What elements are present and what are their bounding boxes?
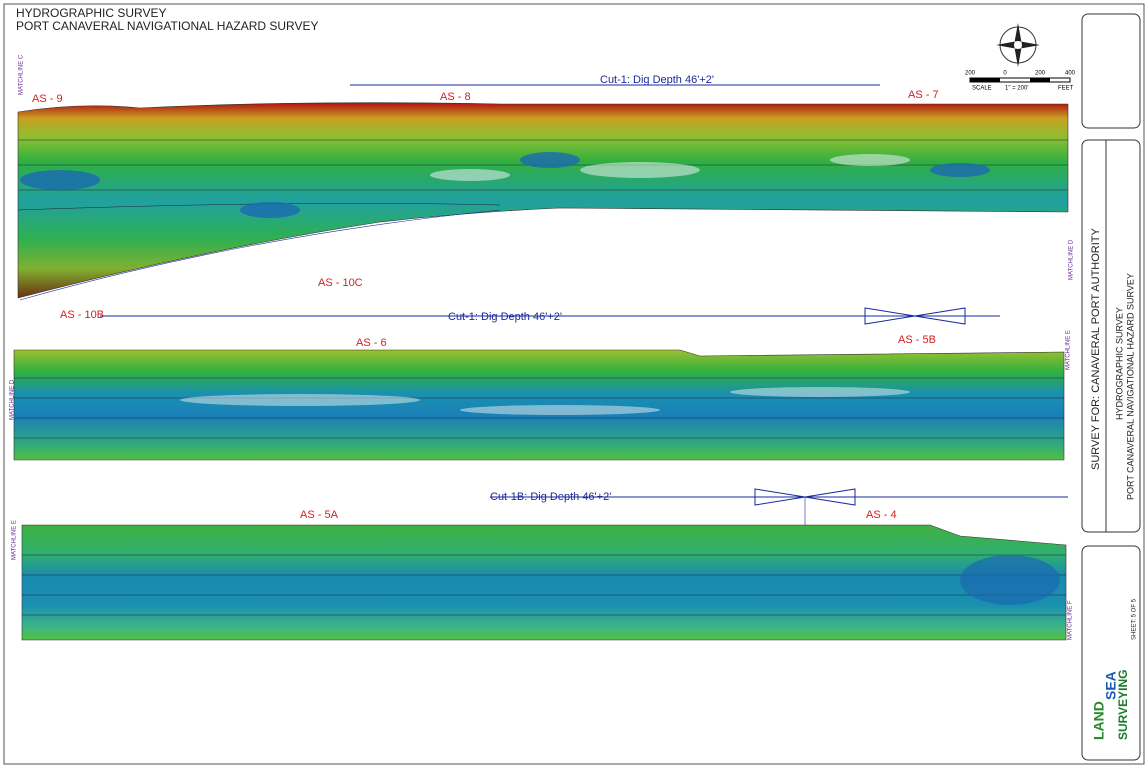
title: HYDROGRAPHIC SURVEY <box>16 6 166 20</box>
area-label: AS - 10C <box>318 277 363 289</box>
sheet-number: SHEET: 5 OF 5 <box>1132 598 1138 640</box>
company-logo: SEA <box>1103 671 1119 700</box>
cut-marker <box>754 488 856 506</box>
bathymetry-area <box>21 524 1067 641</box>
bathymetry-area <box>17 102 1069 299</box>
matchline-label: MATCHLINE D <box>10 379 16 420</box>
scale-tick: 200 <box>1035 71 1046 77</box>
cut-marker <box>864 307 966 325</box>
cut-label: Cut-1: Dig Depth 46'+2' <box>448 311 562 323</box>
matchline-label: MATCHLINE F <box>1068 600 1074 640</box>
area-label: AS - 5A <box>300 509 339 521</box>
area-label: AS - 5B <box>898 334 936 346</box>
scale-tick: 400 <box>1065 71 1076 77</box>
survey-panel: Cut-1: Dig Depth 46'+2' AS - 9 AS - 8 AS… <box>17 54 1075 321</box>
area-label: AS - 8 <box>440 91 471 103</box>
cut-label: Cut-1B: Dig Depth 46'+2' <box>490 491 611 503</box>
subtitle: PORT CANAVERAL NAVIGATIONAL HAZARD SURVE… <box>16 19 319 33</box>
scale-unit: FEET <box>1058 86 1074 92</box>
north-arrow <box>996 23 1040 67</box>
matchline-label: MATCHLINE E <box>1066 330 1072 370</box>
title-block: SURVEY FOR: CANAVERAL PORT AUTHORITY HYD… <box>1081 13 1141 761</box>
area-label: AS - 4 <box>866 509 897 521</box>
scale-bar: 200 0 200 400 SCALE 1" = 200' FEET <box>965 71 1076 92</box>
area-label: AS - 6 <box>356 337 387 349</box>
scale-label: SCALE <box>972 86 992 92</box>
border <box>3 3 1145 765</box>
company-logo: LAND <box>1091 701 1107 740</box>
scale-tick: 0 <box>1003 71 1007 77</box>
bathymetry-area <box>13 349 1065 461</box>
area-label: AS - 10B <box>60 309 104 321</box>
cut-label: Cut-1: Dig Depth 46'+2' <box>600 74 714 86</box>
project-title: HYDROGRAPHIC SURVEY <box>1114 307 1124 420</box>
scale-ratio: 1" = 200' <box>1005 86 1028 92</box>
project-subtitle: PORT CANAVERAL NAVIGATIONAL HAZARD SURVE… <box>1125 273 1135 500</box>
company-logo: SURVEYING <box>1116 670 1130 740</box>
area-label: AS - 7 <box>908 89 939 101</box>
survey-panel: Cut-1B: Dig Depth 46'+2' AS - 5A AS - 4 … <box>12 488 1074 641</box>
client: SURVEY FOR: CANAVERAL PORT AUTHORITY <box>1090 227 1102 470</box>
survey-panel: Cut-1: Dig Depth 46'+2' AS - 6 AS - 5B M… <box>10 307 1072 461</box>
area-label: AS - 9 <box>32 93 63 105</box>
matchline-label: MATCHLINE E <box>12 520 18 560</box>
matchline-label: MATCHLINE C <box>19 54 25 95</box>
matchline-label: MATCHLINE D <box>1069 239 1075 280</box>
scale-tick: 200 <box>965 71 976 77</box>
